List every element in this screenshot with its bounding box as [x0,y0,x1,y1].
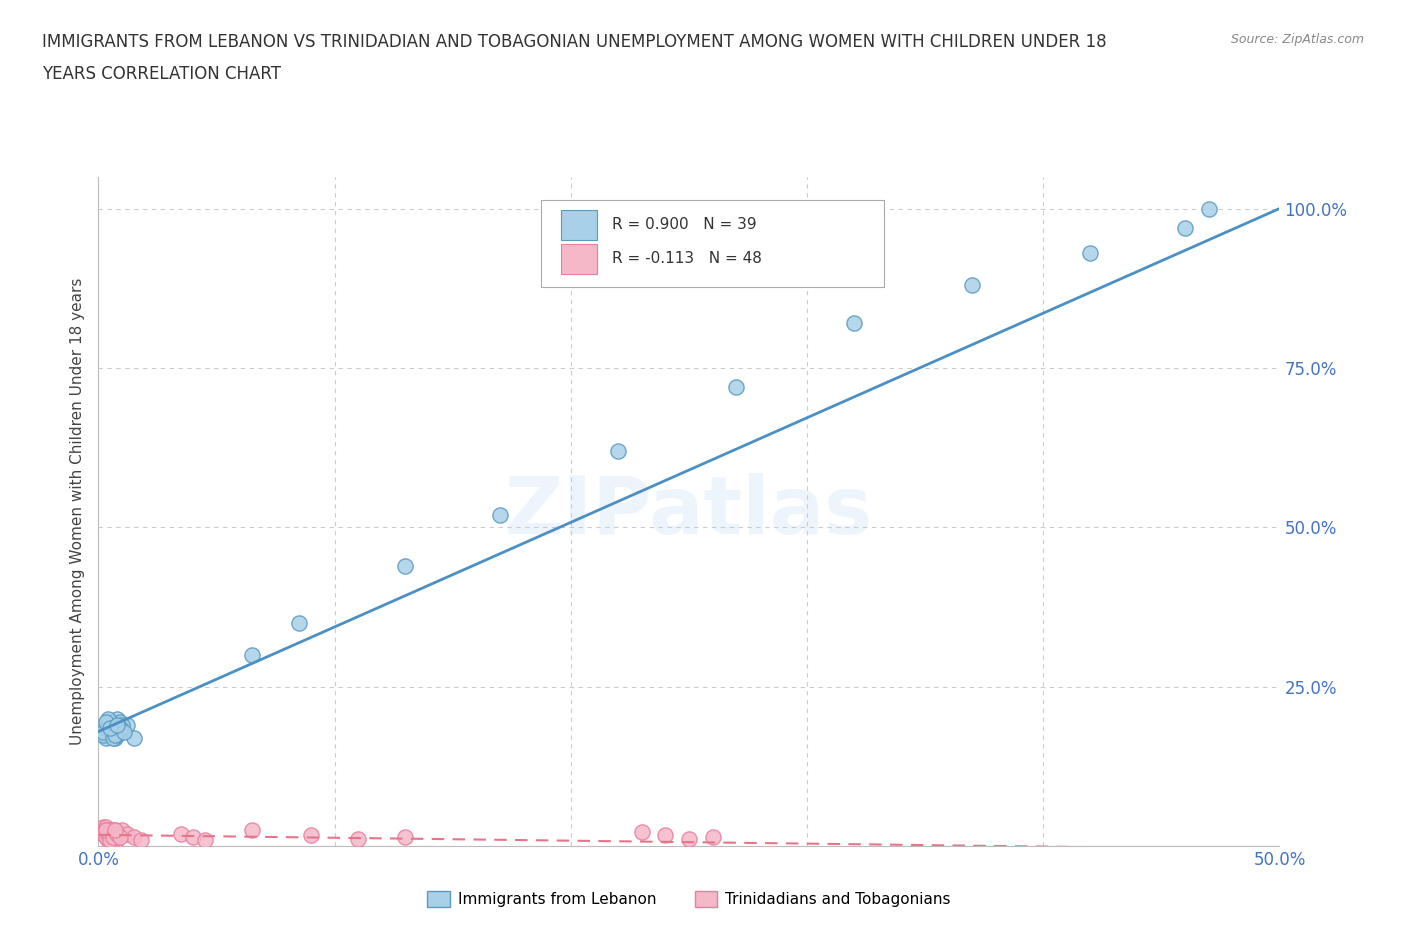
Point [122,830,145,844]
Point [98,721,121,736]
Point [122,730,145,745]
Point [104,730,127,745]
Point [94,823,117,838]
Point [98,823,121,838]
Point [115,718,138,733]
Point [111,823,134,838]
Point [98,826,121,841]
Point [101,830,124,844]
Point [98,832,121,847]
Point [104,823,127,838]
Point [240,823,263,838]
Point [101,832,124,847]
Point [94,721,117,736]
Point [108,721,131,736]
Point [101,832,124,847]
Point [108,830,131,844]
Point [702,830,724,844]
Y-axis label: Unemployment Among Women with Children Under 18 years: Unemployment Among Women with Children U… [70,278,86,745]
Point [97,830,120,844]
Point [607,444,630,458]
Point [94,730,117,745]
Text: R = 0.900   N = 39: R = 0.900 N = 39 [612,218,756,232]
Text: R = -0.113   N = 48: R = -0.113 N = 48 [612,251,762,266]
Point [104,830,127,844]
Text: Source: ZipAtlas.com: Source: ZipAtlas.com [1230,33,1364,46]
Point [105,727,128,742]
Point [97,830,120,844]
Text: ZIPatlas: ZIPatlas [505,472,873,551]
Point [98,823,121,838]
Point [394,558,416,573]
Point [347,831,370,846]
Point [98,823,121,838]
Point [91,823,114,838]
Point [97,718,120,733]
Point [111,721,134,736]
Point [105,826,128,841]
Point [489,507,512,522]
Point [98,721,121,736]
Point [170,826,193,841]
Point [240,647,263,662]
Point [112,724,135,739]
FancyBboxPatch shape [541,200,884,287]
Point [97,832,120,847]
Point [101,826,124,841]
Point [181,830,204,844]
Point [101,832,124,847]
Point [98,832,121,847]
Point [288,616,311,631]
Point [94,830,117,844]
Point [91,727,114,742]
Point [129,832,152,847]
Point [630,825,652,840]
Point [104,718,127,733]
Text: IMMIGRANTS FROM LEBANON VS TRINIDADIAN AND TOBAGONIAN UNEMPLOYMENT AMONG WOMEN W: IMMIGRANTS FROM LEBANON VS TRINIDADIAN A… [42,33,1107,50]
Point [844,316,866,331]
Point [299,828,322,843]
Point [725,379,748,394]
Point [105,724,128,739]
Point [394,830,416,844]
Point [94,819,117,834]
Point [91,724,114,739]
Text: YEARS CORRELATION CHART: YEARS CORRELATION CHART [42,65,281,83]
Point [98,714,121,729]
Point [94,714,117,729]
Point [97,724,120,739]
Point [91,826,114,841]
Point [115,826,138,841]
Point [105,718,128,733]
Point [94,830,117,844]
Point [678,831,700,846]
Point [101,727,124,742]
Point [101,730,124,745]
Point [97,711,120,726]
Point [94,826,117,841]
Point [108,714,131,729]
Point [97,826,120,841]
Point [1198,201,1220,216]
Point [1080,246,1102,260]
Point [94,823,117,838]
Point [1174,220,1197,235]
Point [97,830,120,844]
Point [94,826,117,841]
Point [111,718,134,733]
Point [91,819,114,834]
Point [104,836,127,851]
Point [194,832,217,847]
Point [101,718,124,733]
Point [962,278,984,293]
Point [654,828,676,843]
Legend: Immigrants from Lebanon, Trinidadians and Tobagonians: Immigrants from Lebanon, Trinidadians an… [422,884,956,913]
Point [104,823,127,838]
FancyBboxPatch shape [561,244,596,273]
Point [105,711,128,726]
FancyBboxPatch shape [561,210,596,240]
Point [97,826,120,841]
Point [104,727,127,742]
